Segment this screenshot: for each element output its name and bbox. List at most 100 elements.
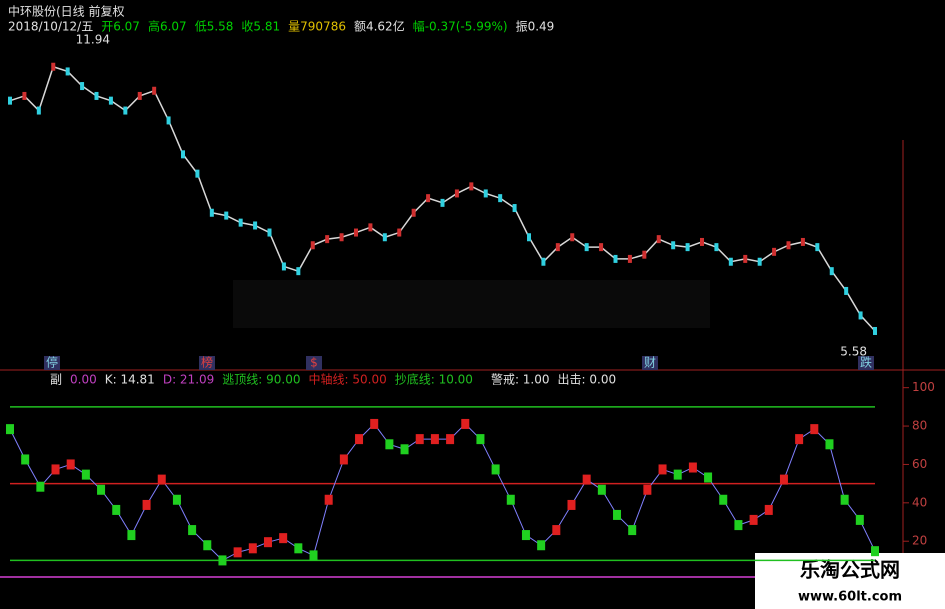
price-point <box>310 241 315 250</box>
price-point <box>22 91 27 100</box>
price-point <box>181 150 185 159</box>
price-point <box>325 235 330 244</box>
price-point <box>613 254 618 263</box>
k-block <box>248 543 257 554</box>
price-point <box>296 267 301 276</box>
k-block <box>446 434 455 445</box>
price-point <box>440 198 445 207</box>
price-point <box>253 221 258 230</box>
k-block <box>400 444 409 455</box>
indicator-item: K: 14.81 <box>105 373 155 387</box>
price-point <box>815 243 820 252</box>
k-block <box>233 547 242 558</box>
marker: 跌 <box>860 355 872 370</box>
price-point <box>166 116 171 125</box>
reference-label: 逃顶线: 90.00 <box>222 373 300 387</box>
k-block <box>871 546 879 557</box>
stock-title: 中环股份(日线 前复权 <box>8 4 125 19</box>
k-block <box>263 537 272 548</box>
k-block <box>188 525 197 536</box>
price-point <box>195 169 200 178</box>
price-point <box>469 182 474 191</box>
price-point <box>80 82 85 91</box>
redaction <box>233 280 710 328</box>
k-block <box>142 499 151 510</box>
price-point <box>757 257 762 266</box>
k-block <box>658 464 667 475</box>
marker-box <box>199 356 215 370</box>
price-point <box>209 208 214 217</box>
price-point <box>555 243 560 252</box>
y-tick-label: 20 <box>912 534 927 548</box>
price-point <box>570 233 575 242</box>
k-block <box>218 555 227 566</box>
price-point <box>238 218 243 227</box>
header-item: 收5.81 <box>241 20 280 34</box>
header-item: 量790786 <box>288 20 346 34</box>
header-item: 2018/10/12/五 <box>8 20 93 34</box>
price-point <box>584 243 589 252</box>
price-point <box>685 243 690 252</box>
k-block <box>172 494 181 505</box>
k-block <box>279 533 288 544</box>
marker: 财 <box>644 356 656 370</box>
k-block <box>112 504 121 515</box>
price-point <box>858 311 863 320</box>
k-block <box>6 424 14 435</box>
y-tick-label: 60 <box>912 457 927 471</box>
k-block <box>810 424 819 435</box>
k-line <box>9 423 876 562</box>
k-block <box>309 550 318 561</box>
price-point <box>627 254 632 263</box>
watermark-box <box>755 553 945 609</box>
k-block <box>597 484 606 495</box>
price-point <box>281 262 286 271</box>
k-block <box>688 462 697 473</box>
k-block <box>203 540 212 551</box>
k-block <box>51 464 60 475</box>
k-block <box>719 494 728 505</box>
price-point <box>426 194 431 203</box>
k-block <box>385 439 394 450</box>
price-point <box>483 189 488 198</box>
price-point <box>527 233 531 242</box>
reference-label: 抄底线: 10.00 <box>395 372 473 387</box>
k-block <box>415 434 424 445</box>
k-block <box>21 454 30 465</box>
redaction <box>533 0 945 140</box>
price-point <box>671 241 676 250</box>
k-block <box>673 469 682 480</box>
price-annotation: 5.58 <box>840 344 867 358</box>
k-block <box>355 434 364 445</box>
marker: 停 <box>46 355 58 370</box>
header-item: 低5.58 <box>195 20 234 34</box>
indicator-item: D: 21.09 <box>163 373 214 387</box>
price-point <box>498 194 503 203</box>
price-annotation: 11.94 <box>76 33 110 47</box>
header-item: 开6.07 <box>101 20 140 34</box>
price-point <box>728 257 733 266</box>
price-point <box>772 247 777 256</box>
price-point <box>152 86 157 95</box>
y-tick-label: 40 <box>912 495 927 509</box>
price-point <box>382 233 387 242</box>
price-point <box>397 228 402 237</box>
price-point <box>339 233 344 242</box>
price-point <box>94 91 99 100</box>
k-block <box>840 494 849 505</box>
indicator-item: 0.00 <box>70 373 97 387</box>
k-block <box>324 494 333 505</box>
k-block <box>825 439 834 450</box>
k-block <box>795 434 804 445</box>
k-block <box>491 464 500 475</box>
price-point <box>512 204 517 213</box>
k-block <box>628 525 637 536</box>
k-block <box>36 481 45 492</box>
k-block <box>643 484 652 495</box>
price-point <box>599 243 604 252</box>
marker-box <box>642 356 658 370</box>
price-point <box>800 237 805 246</box>
indicator-item: 出击: 0.00 <box>558 373 617 387</box>
k-block <box>749 514 758 525</box>
